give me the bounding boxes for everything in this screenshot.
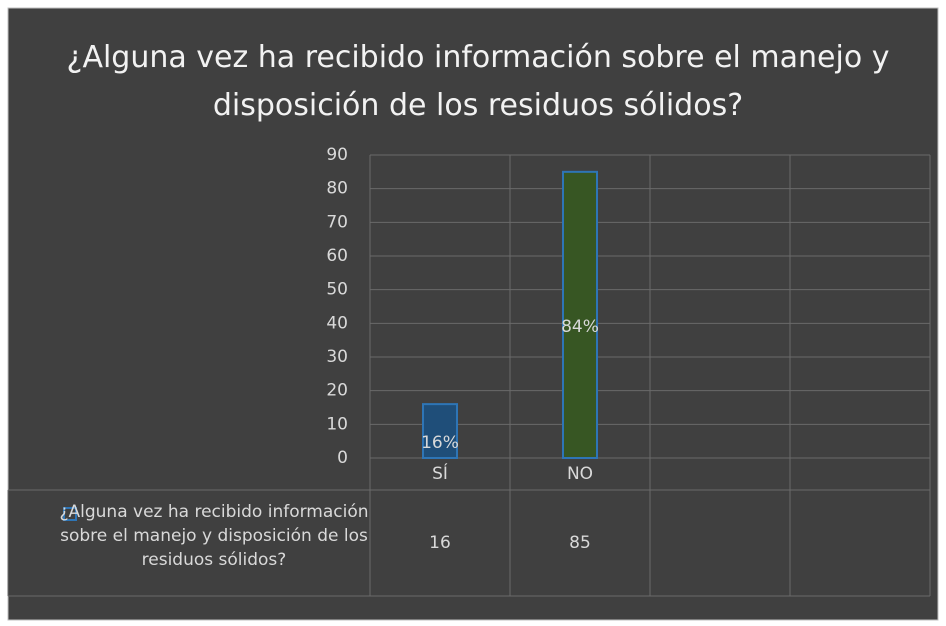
data-label: 84%: [561, 317, 599, 337]
y-tick-label: 80: [326, 179, 348, 199]
y-tick-label: 60: [326, 246, 348, 266]
x-tick-label: NO: [567, 464, 593, 484]
table-value: 16: [429, 533, 451, 553]
chart-title: ¿Alguna vez ha recibido información sobr…: [66, 40, 890, 123]
y-tick-label: 70: [326, 212, 348, 232]
legend-key: [63, 507, 77, 521]
y-tick-label: 20: [326, 381, 348, 401]
table-value: 85: [569, 533, 591, 553]
y-tick-label: 90: [326, 145, 348, 165]
x-tick-label: SÍ: [432, 462, 448, 484]
chart-background: [7, 7, 939, 621]
y-tick-label: 30: [326, 347, 348, 367]
legend-label: ¿Alguna vez ha recibido información sobr…: [59, 502, 369, 570]
y-tick-label: 50: [326, 280, 348, 300]
bar: [422, 403, 458, 459]
y-tick-label: 10: [326, 414, 348, 434]
y-tick-label: 0: [337, 448, 348, 468]
bar: [562, 170, 598, 459]
data-label: 16%: [421, 433, 459, 453]
y-tick-label: 40: [326, 313, 348, 333]
